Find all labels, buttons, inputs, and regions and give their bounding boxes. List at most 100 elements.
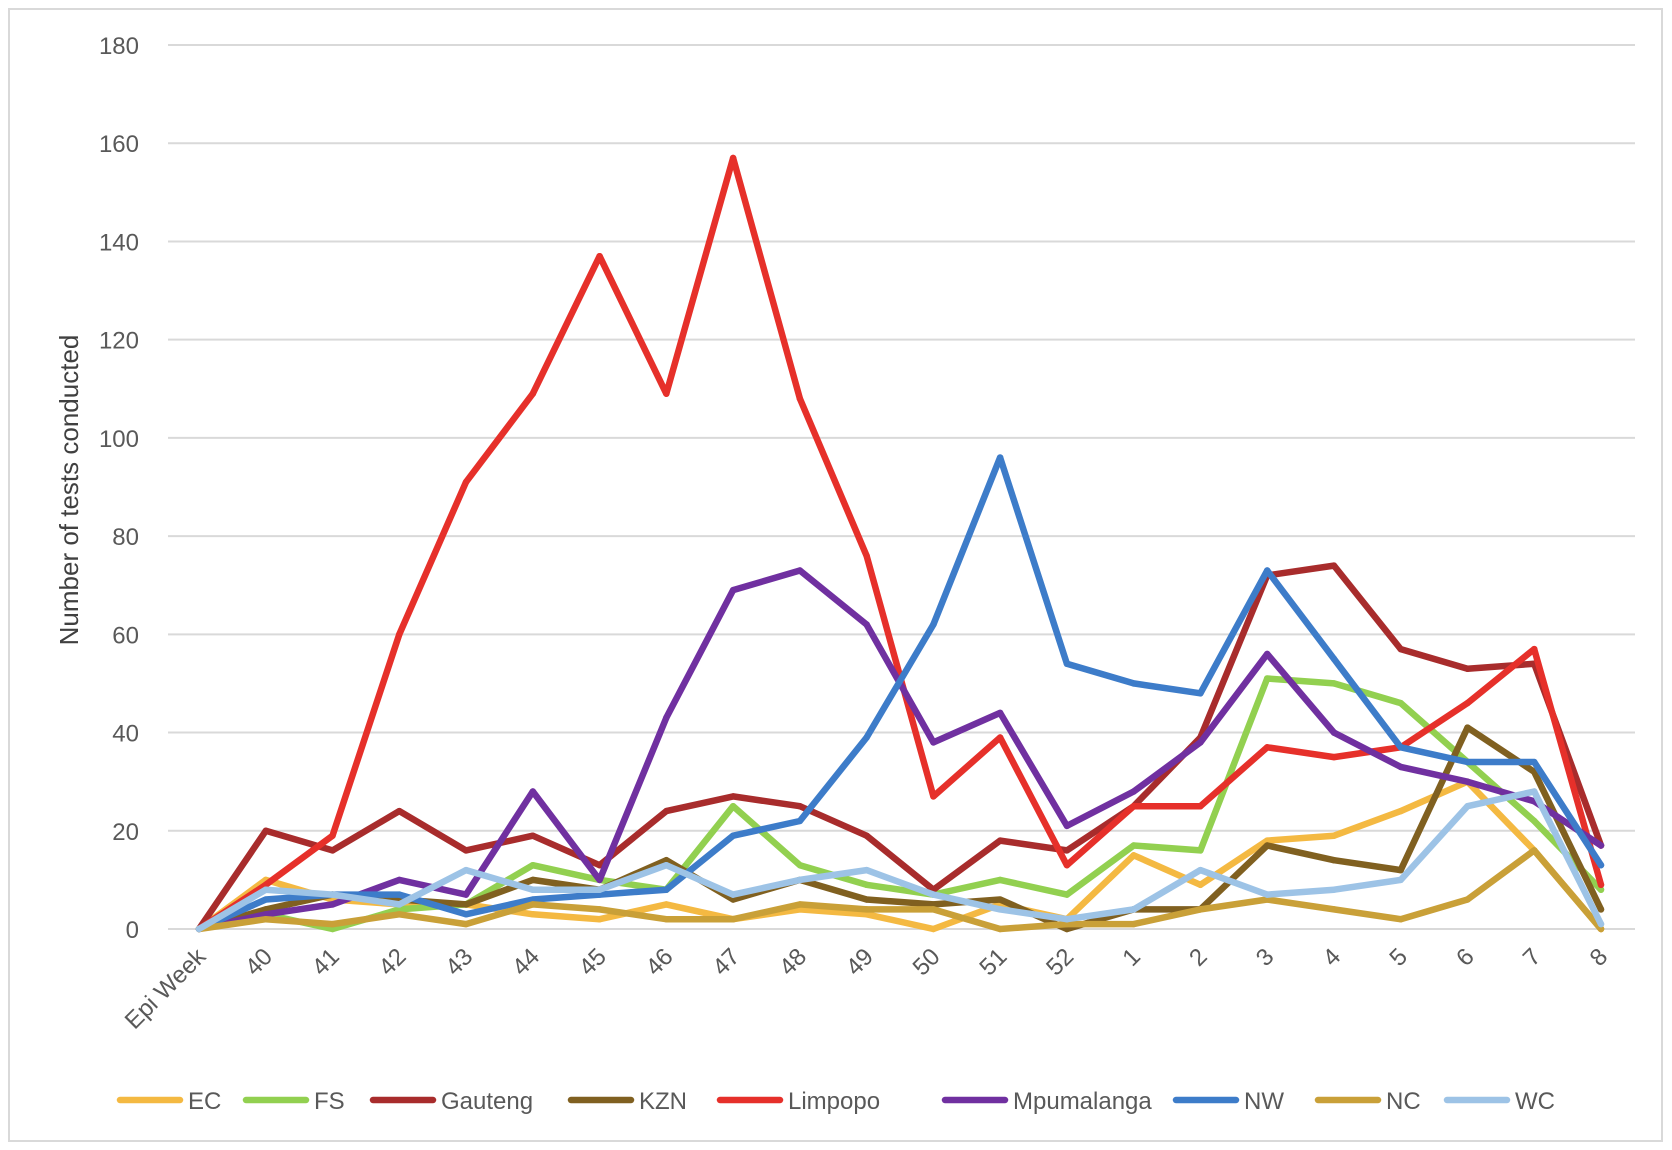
data-point bbox=[1597, 886, 1605, 893]
data-point bbox=[1464, 896, 1471, 903]
x-tick-label: Epi Week bbox=[120, 942, 212, 1034]
x-tick-label: 2 bbox=[1184, 943, 1213, 972]
data-point bbox=[1063, 920, 1071, 928]
data-point bbox=[529, 390, 537, 397]
data-point bbox=[1063, 822, 1071, 830]
data-point bbox=[596, 861, 603, 869]
data-point bbox=[863, 832, 870, 839]
legend-item-wc: WC bbox=[1443, 1088, 1555, 1115]
data-point bbox=[796, 395, 804, 402]
data-point bbox=[529, 886, 537, 893]
series-gauteng bbox=[195, 562, 1605, 933]
data-point bbox=[262, 881, 269, 888]
data-point bbox=[462, 891, 470, 898]
data-point bbox=[1330, 906, 1338, 913]
data-point bbox=[996, 734, 1004, 741]
data-point bbox=[262, 911, 269, 918]
data-point bbox=[329, 847, 336, 854]
data-point bbox=[930, 906, 937, 913]
data-point bbox=[863, 621, 870, 628]
data-point bbox=[1063, 861, 1071, 869]
data-point bbox=[930, 793, 937, 800]
data-point bbox=[1263, 675, 1271, 682]
data-point bbox=[529, 911, 537, 918]
series-wc bbox=[195, 788, 1605, 933]
x-axis-ticks: Epi Week 40 41 42 43 44 45 46 47 48 49 50 51 52 1 2 3 4 5 6… bbox=[120, 942, 1613, 1034]
data-point bbox=[1197, 690, 1204, 697]
data-point bbox=[1464, 803, 1471, 810]
data-point bbox=[1130, 788, 1137, 795]
y-tick-label: 40 bbox=[112, 721, 139, 748]
legend-label: Gauteng bbox=[441, 1088, 533, 1115]
data-point bbox=[996, 925, 1004, 933]
data-point bbox=[1597, 925, 1605, 933]
data-point bbox=[1397, 876, 1404, 884]
x-tick-label: 8 bbox=[1585, 943, 1614, 972]
y-tick-label: 80 bbox=[112, 524, 139, 551]
data-point bbox=[1464, 778, 1471, 785]
data-point bbox=[262, 827, 269, 834]
data-point bbox=[796, 876, 804, 884]
series-line-wc bbox=[195, 788, 1605, 933]
legend-item-limpopo: Limpopo bbox=[716, 1088, 880, 1115]
gridlines bbox=[168, 44, 1635, 930]
data-point bbox=[329, 920, 336, 928]
data-point bbox=[1197, 739, 1204, 746]
data-point bbox=[930, 621, 937, 628]
data-point bbox=[930, 901, 937, 908]
data-point bbox=[1330, 753, 1338, 761]
data-point bbox=[1063, 847, 1071, 854]
x-tick-label: 43 bbox=[440, 943, 478, 981]
series-line-nw bbox=[195, 454, 1605, 933]
legend-label: Limpopo bbox=[788, 1088, 880, 1115]
data-point bbox=[1197, 881, 1204, 888]
data-point bbox=[930, 739, 937, 746]
data-point bbox=[329, 832, 336, 839]
data-point bbox=[863, 552, 870, 559]
x-tick-label: 3 bbox=[1251, 943, 1280, 972]
data-point bbox=[1130, 803, 1137, 810]
data-point bbox=[1263, 650, 1271, 658]
data-point bbox=[396, 906, 403, 913]
data-point bbox=[1397, 699, 1404, 707]
data-point bbox=[1197, 906, 1204, 913]
data-point bbox=[596, 252, 603, 260]
data-point bbox=[1597, 920, 1605, 928]
data-point bbox=[1330, 729, 1338, 736]
data-point bbox=[996, 906, 1004, 913]
legend-label: FS bbox=[314, 1088, 345, 1115]
data-point bbox=[729, 793, 737, 800]
data-point bbox=[663, 915, 670, 923]
data-point bbox=[462, 920, 470, 928]
data-point bbox=[329, 925, 336, 933]
x-tick-label: 4 bbox=[1318, 943, 1347, 972]
data-point bbox=[663, 861, 670, 869]
legend-label: Mpumalanga bbox=[1013, 1088, 1152, 1115]
data-point bbox=[529, 901, 537, 908]
series-line-gauteng bbox=[195, 562, 1605, 933]
data-point bbox=[1263, 567, 1271, 574]
data-point bbox=[529, 788, 537, 795]
data-point bbox=[462, 866, 470, 874]
data-point bbox=[396, 807, 403, 815]
data-point bbox=[863, 906, 870, 913]
data-point bbox=[529, 876, 537, 884]
series-line-fs bbox=[195, 675, 1605, 933]
data-point bbox=[996, 876, 1004, 884]
legend: EC FS Gauteng KZN Limpopo Mpumalanga NW NC WC bbox=[116, 1088, 1555, 1115]
legend-item-nc: NC bbox=[1314, 1088, 1421, 1115]
legend-item-nw: NW bbox=[1172, 1088, 1284, 1115]
data-point bbox=[1263, 744, 1271, 751]
data-point bbox=[462, 901, 470, 908]
data-point bbox=[663, 901, 670, 908]
data-point bbox=[1397, 866, 1404, 874]
data-point bbox=[863, 734, 870, 741]
series-line-nc bbox=[195, 847, 1605, 933]
legend-label: KZN bbox=[639, 1088, 687, 1115]
data-point bbox=[996, 837, 1004, 844]
legend-label: NC bbox=[1386, 1088, 1421, 1115]
data-point bbox=[729, 154, 737, 162]
data-point bbox=[1330, 562, 1338, 569]
data-point bbox=[1063, 660, 1071, 667]
